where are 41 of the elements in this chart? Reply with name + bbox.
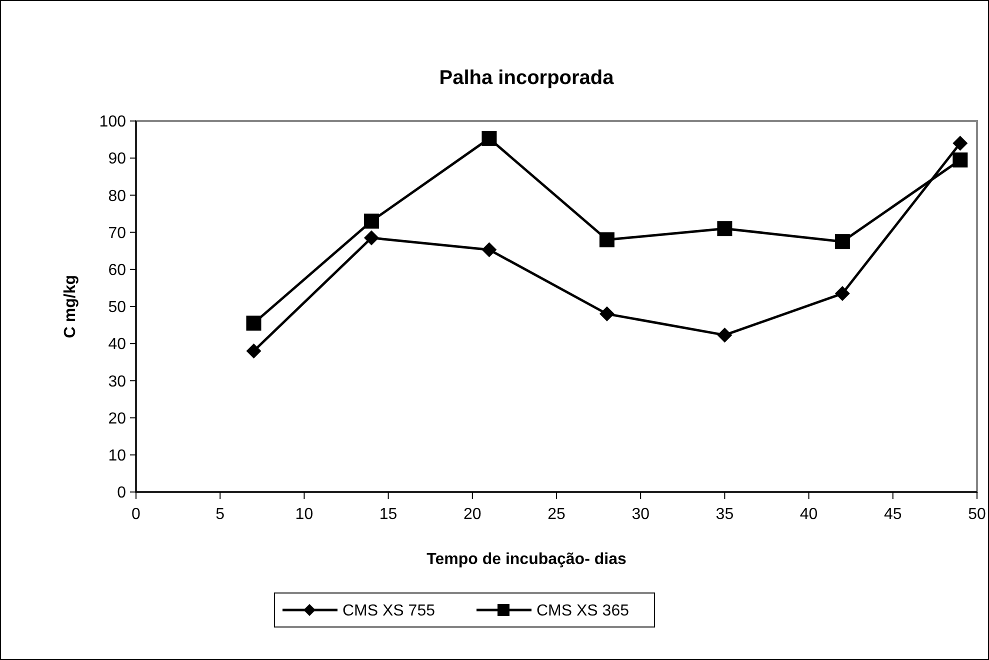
y-tick-label: 60 [108, 262, 126, 279]
point [364, 214, 379, 229]
y-tick-label: 30 [108, 373, 126, 390]
x-tick-label: 5 [216, 506, 225, 523]
point [717, 328, 732, 343]
y-tick-label: 20 [108, 410, 126, 428]
point [717, 221, 732, 236]
y-axis-title: C mg/kg [62, 274, 79, 338]
point [834, 286, 850, 302]
x-tick-label: 20 [464, 506, 482, 523]
y-tick-label: 70 [108, 224, 126, 242]
y-tick-label: 40 [108, 336, 126, 354]
legend-label: CMS XS 755 [342, 602, 436, 620]
x-tick-label: 10 [295, 506, 314, 523]
x-tick-label: 25 [548, 506, 566, 523]
point [599, 306, 614, 322]
x-tick-label: 30 [632, 506, 650, 523]
y-tick-label: 50 [108, 299, 126, 316]
point [482, 130, 497, 146]
x-axis-title: Tempo de incubação- dias [426, 551, 626, 568]
chart-title: Palha incorporada [439, 67, 615, 89]
x-tick-label: 40 [800, 506, 818, 523]
x-tick-label: 45 [884, 506, 902, 523]
point [599, 232, 614, 248]
x-tick-label: 0 [132, 506, 141, 523]
point [834, 234, 850, 250]
y-tick-label: 90 [108, 150, 126, 168]
y-tick-label: 10 [108, 448, 126, 464]
x-tick-label: 15 [379, 506, 398, 523]
point [952, 136, 968, 151]
point [482, 242, 497, 258]
y-tick-label: 100 [99, 114, 126, 131]
y-tick-label: 80 [108, 188, 126, 205]
point [246, 316, 262, 331]
point [246, 344, 262, 359]
legend-label: CMS XS 365 [536, 602, 630, 620]
x-tick-label: 35 [716, 506, 734, 523]
x-tick-label: 50 [968, 506, 986, 523]
y-tick-label: 0 [117, 484, 126, 502]
point [364, 230, 379, 246]
point [952, 152, 968, 168]
